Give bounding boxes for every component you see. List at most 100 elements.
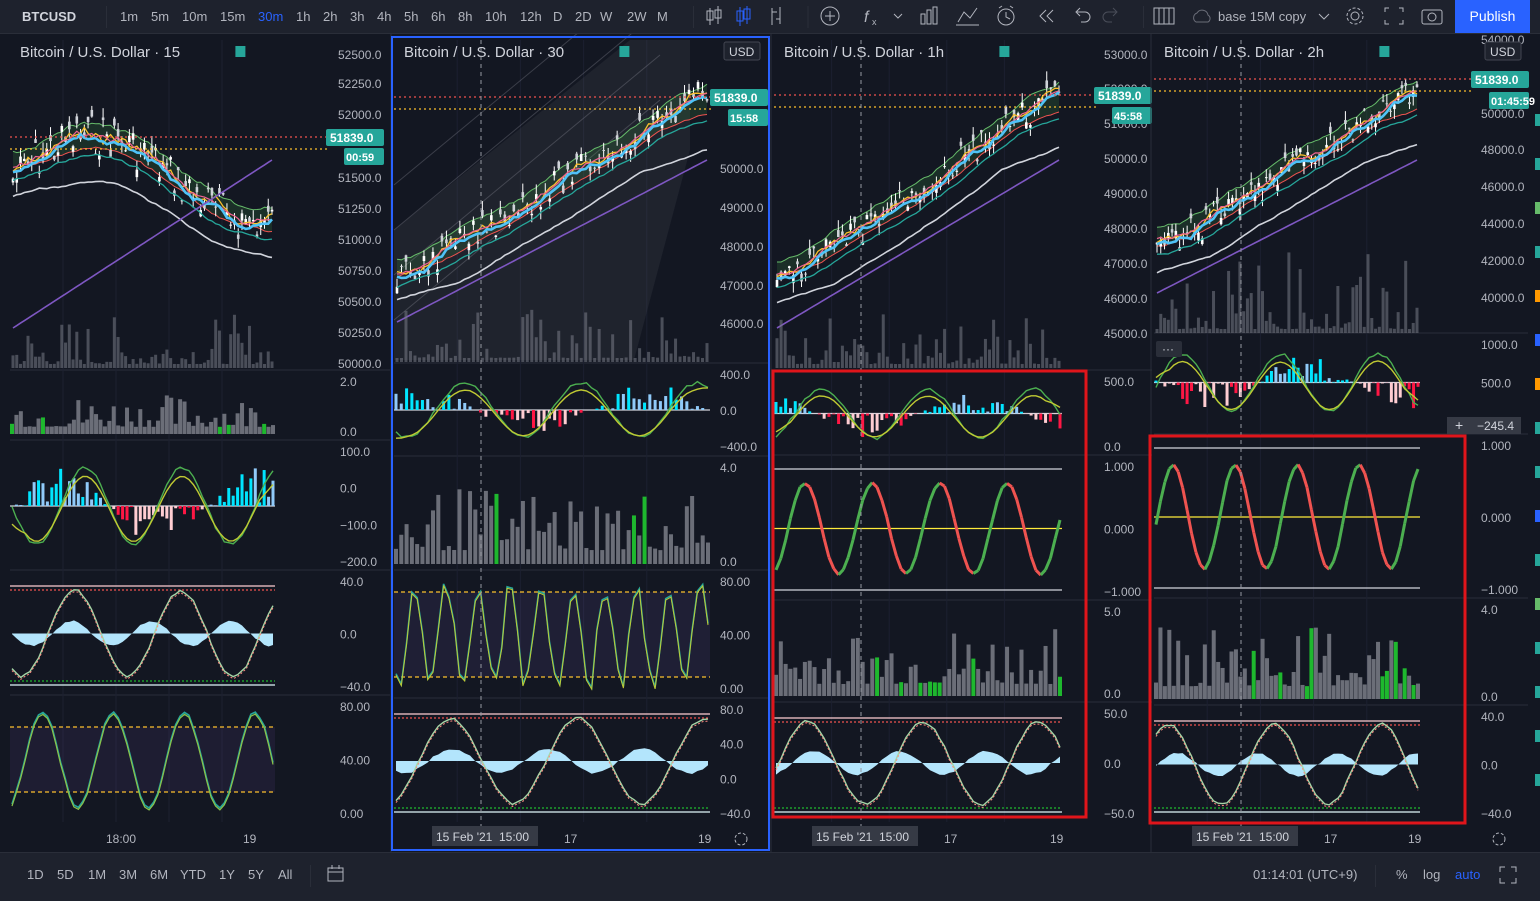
pane-title[interactable]: Bitcoin / U.S. Dollar · 15 [20, 44, 245, 61]
chart-pane-2[interactable]: 50000.049000.048000.047000.046000.051839… [391, 34, 770, 852]
histogram-bar [1234, 383, 1237, 394]
candle-body [188, 179, 191, 183]
compare-icon[interactable] [772, 7, 780, 25]
replay-icon[interactable] [1040, 10, 1053, 22]
interval-w[interactable]: W [600, 7, 612, 27]
histogram-bar [55, 484, 58, 506]
chart-layout[interactable]: 52500.052250.052000.051750.051500.051250… [0, 34, 1540, 852]
pane-settings-icon[interactable] [1493, 833, 1505, 845]
object-tree-marker[interactable] [1535, 378, 1540, 390]
layout-name[interactable]: base 15M copy [1218, 7, 1306, 27]
interval-8h[interactable]: 8h [458, 7, 472, 27]
interval-5h[interactable]: 5h [404, 7, 418, 27]
chart-pane-3[interactable]: 53000.052000.051000.050000.049000.048000… [771, 34, 1152, 852]
oscillator-segment [1026, 538, 1031, 557]
volume-bar [472, 324, 475, 362]
range-1m[interactable]: 1M [88, 865, 106, 885]
candle-body [1344, 120, 1347, 124]
interval-4h[interactable]: 4h [377, 7, 391, 27]
pane-title[interactable]: Bitcoin / U.S. Dollar · 1h [784, 44, 1009, 61]
volume-bar [12, 355, 15, 368]
clock-timezone[interactable]: 01:14:01 (UTC+9) [1253, 865, 1357, 885]
object-tree-marker[interactable] [1535, 334, 1540, 346]
object-tree-marker[interactable] [1535, 598, 1540, 610]
interval-5m[interactable]: 5m [151, 7, 169, 27]
interval-12h[interactable]: 12h [520, 7, 542, 27]
volume-osc-bar [1154, 683, 1158, 699]
volume-osc-bar [813, 667, 817, 696]
range-1y[interactable]: 1Y [219, 865, 235, 885]
settings-icon[interactable] [1347, 8, 1363, 24]
object-tree-marker[interactable] [1535, 642, 1540, 654]
auto-toggle[interactable]: auto [1455, 865, 1480, 885]
volume-osc-bar [23, 427, 27, 434]
oscillator-segment [1165, 469, 1169, 482]
interval-2w[interactable]: 2W [627, 7, 647, 27]
range-1d[interactable]: 1D [27, 865, 44, 885]
interval-30m[interactable]: 30m [258, 7, 283, 27]
bar-style-icon[interactable] [707, 6, 721, 25]
object-tree-marker[interactable] [1535, 686, 1540, 698]
object-tree-marker[interactable] [1535, 730, 1540, 742]
histogram-bar [837, 414, 840, 425]
fullscreen-icon[interactable] [1385, 8, 1403, 24]
histogram-bar [15, 505, 18, 506]
object-tree-marker[interactable] [1535, 466, 1540, 478]
object-tree-marker[interactable] [1535, 554, 1540, 566]
publish-button[interactable]: Publish [1455, 0, 1530, 33]
interval-2h[interactable]: 2h [323, 7, 337, 27]
goto-date-icon[interactable] [325, 863, 347, 887]
layout-icon[interactable] [1150, 0, 1180, 33]
chevron-down-icon[interactable] [1316, 0, 1332, 33]
interval-10m[interactable]: 10m [182, 7, 207, 27]
candle-body [495, 236, 498, 237]
fullscreen-icon[interactable] [1496, 863, 1520, 887]
volume-osc-bar [606, 513, 610, 564]
undo-icon[interactable] [1076, 8, 1090, 22]
interval-15m[interactable]: 15m [220, 7, 245, 27]
range-all[interactable]: All [278, 865, 292, 885]
interval-d[interactable]: D [553, 7, 562, 27]
volume-bar [1017, 350, 1020, 368]
pane-settings-icon[interactable] [735, 833, 747, 845]
right-widget-strip[interactable] [1528, 34, 1540, 852]
range-5d[interactable]: 5D [57, 865, 74, 885]
percent-toggle[interactable]: % [1396, 865, 1408, 885]
range-3m[interactable]: 3M [119, 865, 137, 885]
range-6m[interactable]: 6M [150, 865, 168, 885]
object-tree-marker[interactable] [1535, 510, 1540, 522]
indicators-icon[interactable]: f x [864, 9, 902, 27]
log-toggle[interactable]: log [1423, 865, 1440, 885]
interval-1h[interactable]: 1h [296, 7, 310, 27]
financials-icon[interactable] [921, 7, 937, 24]
pane-title[interactable]: Bitcoin / U.S. Dollar · 2h [1164, 44, 1389, 61]
redo-icon[interactable] [1103, 8, 1117, 22]
interval-2d[interactable]: 2D [575, 7, 592, 27]
add-icon[interactable] [821, 7, 839, 25]
volume-osc-bar [637, 535, 641, 564]
object-tree-marker[interactable] [1535, 202, 1540, 214]
symbol-search[interactable]: BTCUSD [22, 7, 76, 27]
interval-3h[interactable]: 3h [350, 7, 364, 27]
interval-10h[interactable]: 10h [485, 7, 507, 27]
volume-bar [919, 334, 922, 368]
interval-1m[interactable]: 1m [120, 7, 138, 27]
candle-style-icon[interactable] [737, 6, 750, 26]
object-tree-marker[interactable] [1535, 246, 1540, 258]
object-tree-marker[interactable] [1535, 290, 1540, 302]
interval-6h[interactable]: 6h [431, 7, 445, 27]
object-tree-marker[interactable] [1535, 774, 1540, 786]
templates-icon[interactable] [956, 8, 979, 25]
object-tree-marker[interactable] [1535, 422, 1540, 434]
screenshot-icon[interactable] [1422, 10, 1442, 24]
alert-icon[interactable] [998, 6, 1014, 25]
interval-m[interactable]: M [657, 7, 668, 27]
object-tree-marker[interactable] [1535, 158, 1540, 170]
range-5y[interactable]: 5Y [248, 865, 264, 885]
object-tree-marker[interactable] [1535, 114, 1540, 126]
range-ytd[interactable]: YTD [180, 865, 206, 885]
candle-body [106, 134, 109, 136]
chart-pane-4[interactable]: 54000.050000.048000.046000.044000.042000… [1150, 34, 1535, 852]
pane-title[interactable]: Bitcoin / U.S. Dollar · 30 [404, 44, 629, 61]
chart-pane-1[interactable]: 52500.052250.052000.051750.051500.051250… [10, 40, 390, 846]
